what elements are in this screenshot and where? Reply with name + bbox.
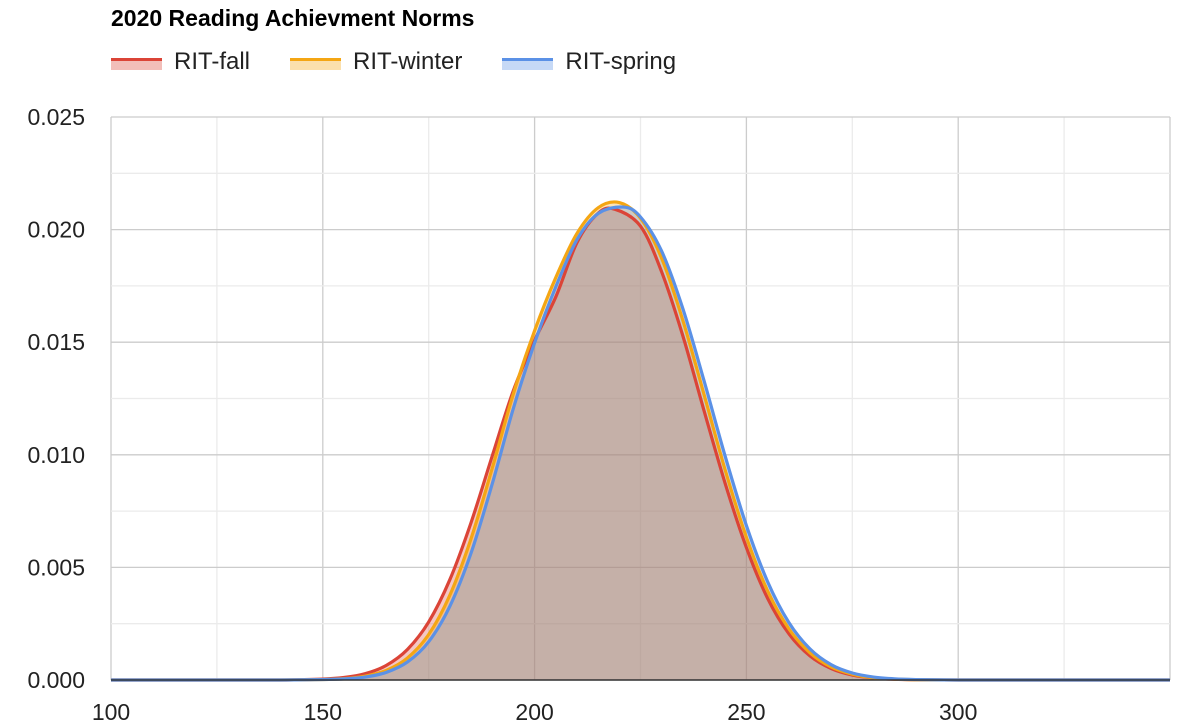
grid-lines (110, 116, 1171, 681)
series-area-1 (111, 201, 1170, 680)
legend-swatch-fall (111, 55, 162, 70)
y-tick-label-5: 0.025 (27, 104, 85, 130)
y-tick-label-1: 0.005 (27, 554, 85, 580)
legend-label-spring: RIT-spring (565, 48, 677, 75)
y-tick-label-4: 0.020 (27, 217, 85, 243)
x-tick-label-3: 250 (727, 699, 765, 725)
series-areas (111, 201, 1170, 680)
legend-swatch-spring (502, 55, 554, 70)
x-tick-label-4: 300 (939, 699, 977, 725)
tick-labels: 100 150 200 250 300 0.000 0.005 0.010 0.015 0.020… (27, 104, 977, 725)
legend-item-spring[interactable]: RIT-spring (502, 48, 676, 76)
legend-swatch-spring-line (502, 57, 554, 61)
legend-item-fall[interactable]: RIT-fall (111, 48, 250, 76)
legend-item-winter[interactable]: RIT-winter (290, 48, 462, 76)
y-tick-label-3: 0.015 (27, 329, 85, 355)
chart-title: 2020 Reading Achievment Norms (111, 5, 475, 31)
y-tick-label-2: 0.010 (27, 442, 85, 468)
legend-label-winter: RIT-winter (353, 48, 463, 75)
legend-swatch-spring-fill (502, 57, 554, 70)
series-area-0 (111, 208, 1170, 680)
x-tick-label-1: 150 (304, 699, 342, 725)
x-tick-label-2: 200 (515, 699, 553, 725)
legend-swatch-fall-line (111, 57, 162, 61)
series-area-2 (111, 206, 1170, 680)
series-line-2 (111, 205, 1170, 682)
x-tick-label-0: 100 (92, 699, 130, 725)
legend-swatch-fall-fill (111, 57, 162, 70)
legend-label-fall: RIT-fall (174, 48, 251, 75)
legend-swatch-winter-fill (290, 57, 342, 70)
chart-legend: RIT-fall RIT-winter RIT-spring (111, 46, 716, 78)
y-tick-label-0: 0.000 (27, 667, 85, 693)
legend-swatch-winter-line (290, 57, 342, 61)
legend-swatch-winter (290, 55, 342, 70)
